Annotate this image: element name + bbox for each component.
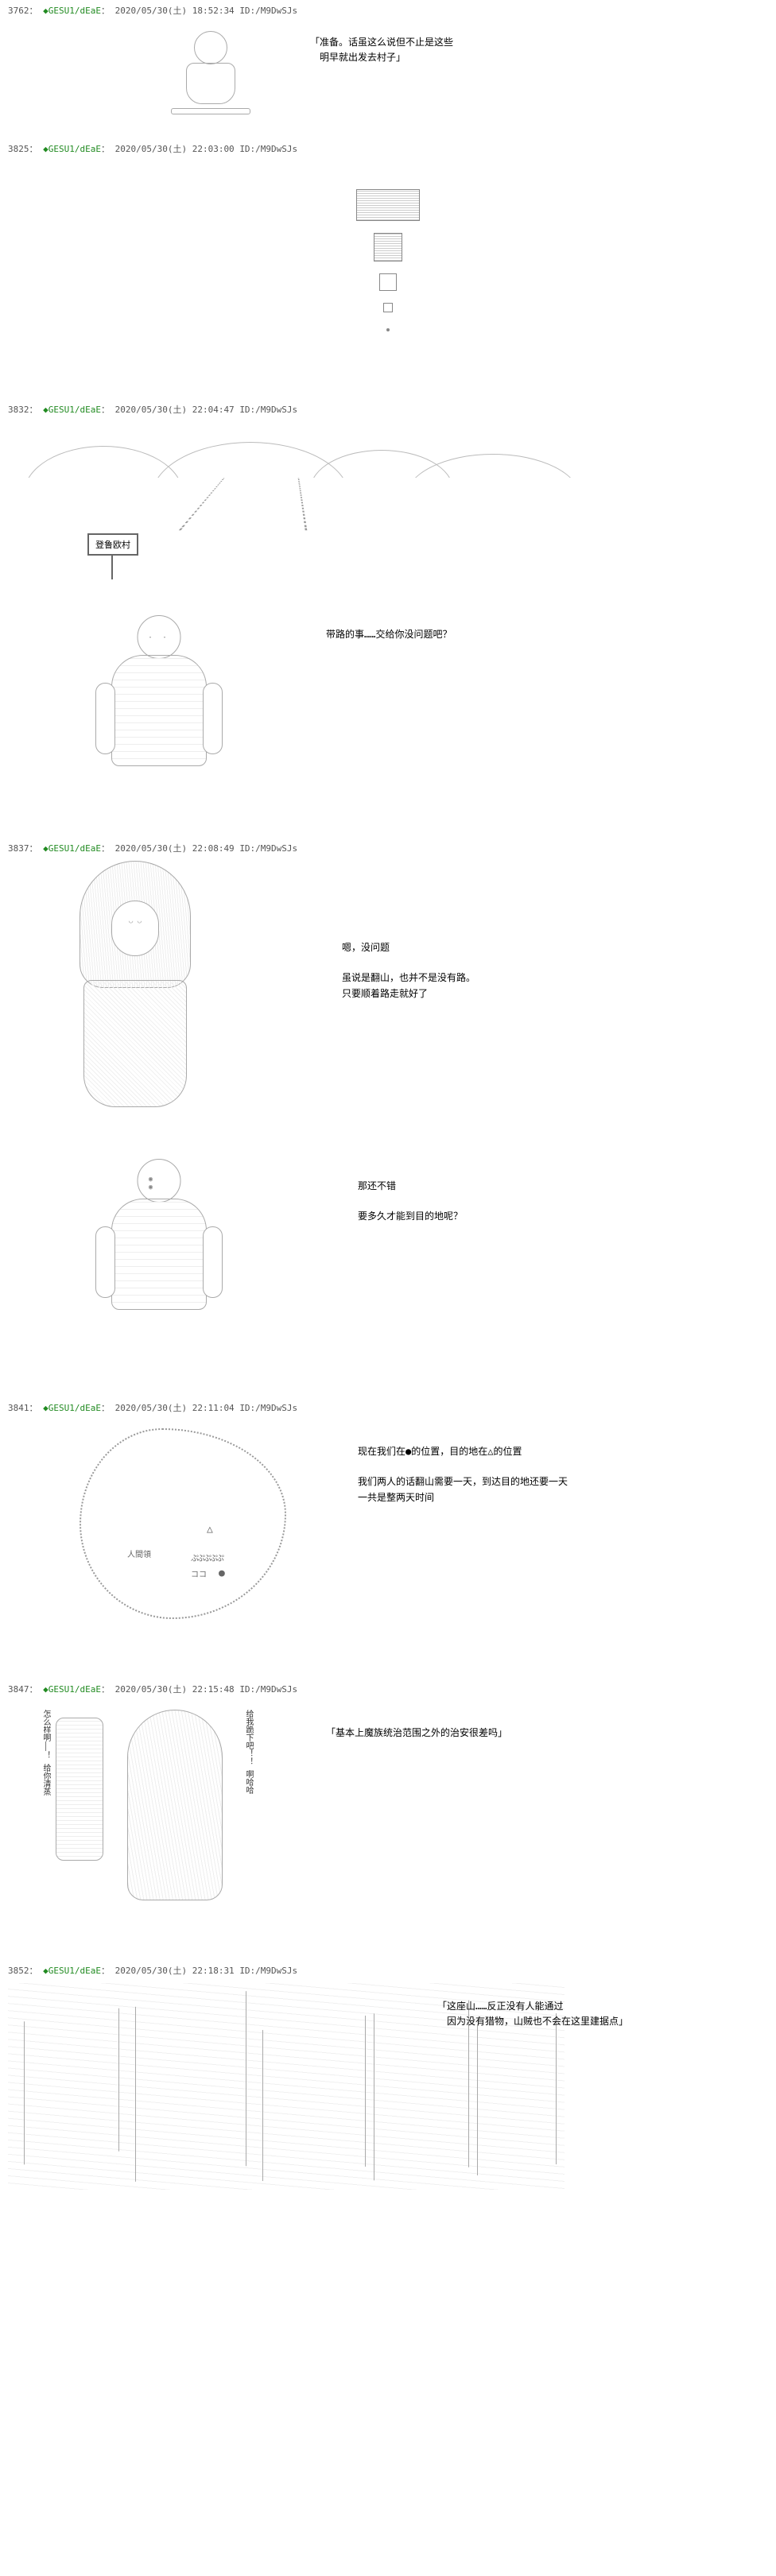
post: 3837： ◆GESU1/dEaE： 2020/05/30(土) 22:08:4… <box>0 838 776 1135</box>
post: 3841： ◆GESU1/dEaE： 2020/05/30(土) 22:11:0… <box>0 1397 776 1663</box>
transition-boxes <box>8 161 768 379</box>
dialogue-line: 因为没有猎物，山贼也不会在这里建据点」 <box>447 2014 628 2029</box>
post-body: 「这座山……反正没有人能通过 因为没有猎物，山贼也不会在这里建据点」 <box>8 1983 768 2206</box>
post-header: 3847： ◆GESU1/dEaE： 2020/05/30(土) 22:15:4… <box>8 1683 768 1695</box>
post: ◉ ◉ 那还不错 要多久才能到目的地呢？ <box>0 1151 776 1381</box>
post-number: 3837 <box>8 843 29 854</box>
dialogue-line: 一共是整两天时间 <box>358 1490 568 1505</box>
bubble-line: 给我跪下吧！！ <box>244 1710 253 1765</box>
dialogue-line: 「这座山……反正没有人能通过 <box>437 1999 628 2014</box>
transition-box <box>374 233 402 261</box>
post-header: 3841： ◆GESU1/dEaE： 2020/05/30(土) 22:11:0… <box>8 1401 768 1414</box>
dialogue-line: 虽说是翻山，也并不是没有路。 <box>342 970 475 986</box>
sign-text: 登鲁欧村 <box>87 533 138 556</box>
post-body: 登鲁欧村 ･ ･ 带路的事……交给你没问题吧？ <box>8 422 768 818</box>
bubble-line: 怎么样啊——！ <box>41 1710 50 1759</box>
post-id: ID:/M9DwSJs <box>239 144 297 154</box>
transition-box <box>356 189 420 221</box>
post-header: 3762： ◆GESU1/dEaE： 2020/05/30(土) 18:52:3… <box>8 4 768 17</box>
post-body: 人間領 △ ぷぷぷぷぷ ココ ● 现在我们在●的位置，目的地在△的位置 我们两人… <box>8 1420 768 1659</box>
dialogue-text: 带路的事……交给你没问题吧？ <box>326 627 452 642</box>
speech-bubble-right: 给我跪下吧！！ 啊哈哈 <box>242 1710 254 1794</box>
post-id: ID:/M9DwSJs <box>239 843 297 854</box>
bubble-line: 给你清蒸 <box>41 1764 50 1795</box>
dialogue-line: 只要顺着路走就好了 <box>342 986 475 1001</box>
dialogue-text: 「这座山……反正没有人能通过 因为没有猎物，山贼也不会在这里建据点」 <box>437 1999 628 2029</box>
transition-dot <box>386 328 390 331</box>
post-date: 2020/05/30(土) 22:15:48 <box>115 1684 235 1695</box>
dialogue-text: 现在我们在●的位置，目的地在△的位置 我们两人的话翻山需要一天，到达目的地还要一… <box>358 1444 568 1505</box>
post-id: ID:/M9DwSJs <box>239 6 297 16</box>
bubble-line: 啊哈哈 <box>244 1770 253 1794</box>
ascii-art-landscape <box>8 422 768 502</box>
ascii-art-map: 人間領 △ ぷぷぷぷぷ ココ ● <box>72 1420 294 1627</box>
post: 3762： ◆GESU1/dEaE： 2020/05/30(土) 18:52:3… <box>0 0 776 122</box>
post-header: 3825： ◆GESU1/dEaE： 2020/05/30(土) 22:03:0… <box>8 142 768 155</box>
post-number: 3762 <box>8 6 29 16</box>
transition-box <box>379 273 397 291</box>
map-label: 人間領 <box>127 1548 151 1559</box>
dialogue-text: 「准备。话虽这么说但不止是这些 明早就出发去村子」 <box>310 35 453 65</box>
ascii-art-character: ◡ ◡ <box>40 861 231 1115</box>
ascii-art-character: ･ ･ <box>87 611 231 802</box>
post-body <box>8 161 768 379</box>
transition-box <box>383 303 393 312</box>
village-sign: 登鲁欧村 <box>87 533 768 579</box>
dialogue-text: 「基本上魔族统治范围之外的治安很差吗」 <box>326 1726 507 1741</box>
tripcode: ◆GESU1/dEaE <box>43 1966 101 1976</box>
post-body: 怎么样啊——！ 给你清蒸 给我跪下吧！！ 啊哈哈 「基本上魔族统治范围之外的治安… <box>8 1702 768 1940</box>
post-id: ID:/M9DwSJs <box>239 405 297 415</box>
post-date: 2020/05/30(土) 22:04:47 <box>115 405 235 415</box>
post-date: 2020/05/30(土) 22:08:49 <box>115 843 235 854</box>
post-number: 3847 <box>8 1684 29 1695</box>
post: 3852： ◆GESU1/dEaE： 2020/05/30(土) 22:18:3… <box>0 1960 776 2210</box>
post-number: 3841 <box>8 1403 29 1413</box>
post-body: ◡ ◡ 嗯，没问题 虽说是翻山，也并不是没有路。 只要顺着路走就好了 <box>8 861 768 1131</box>
dialogue-line: 那还不错 <box>358 1179 463 1194</box>
post-id: ID:/M9DwSJs <box>239 1684 297 1695</box>
tripcode: ◆GESU1/dEaE <box>43 144 101 154</box>
post-header: 3832： ◆GESU1/dEaE： 2020/05/30(土) 22:04:4… <box>8 403 768 416</box>
speech-bubble-left: 怎么样啊——！ 给你清蒸 <box>40 1710 52 1795</box>
post-date: 2020/05/30(土) 22:18:31 <box>115 1966 235 1976</box>
post-number: 3825 <box>8 144 29 154</box>
post: 3847： ◆GESU1/dEaE： 2020/05/30(土) 22:15:4… <box>0 1679 776 1944</box>
post-date: 2020/05/30(土) 22:11:04 <box>115 1403 235 1413</box>
dialogue-line: 明早就出发去村子」 <box>320 50 453 65</box>
ascii-art-characters: 怎么样啊——！ 给你清蒸 给我跪下吧！！ 啊哈哈 <box>40 1702 246 1924</box>
post-header: 3837： ◆GESU1/dEaE： 2020/05/30(土) 22:08:4… <box>8 842 768 854</box>
tripcode: ◆GESU1/dEaE <box>43 843 101 854</box>
ascii-art-figure <box>151 23 768 118</box>
dialogue-line: 我们两人的话翻山需要一天，到达目的地还要一天 <box>358 1474 568 1489</box>
map-marker-triangle: △ <box>207 1524 213 1536</box>
dialogue-line: 「准备。话虽这么说但不止是这些 <box>310 35 453 50</box>
ascii-art-character: ◉ ◉ <box>87 1155 231 1346</box>
post-header: 3852： ◆GESU1/dEaE： 2020/05/30(土) 22:18:3… <box>8 1964 768 1977</box>
post: 3832： ◆GESU1/dEaE： 2020/05/30(土) 22:04:4… <box>0 399 776 822</box>
dialogue-text: 那还不错 要多久才能到目的地呢？ <box>358 1179 463 1225</box>
dialogue-line: 「基本上魔族统治范围之外的治安很差吗」 <box>326 1726 507 1741</box>
dialogue-line: 现在我们在●的位置，目的地在△的位置 <box>358 1444 568 1459</box>
post-date: 2020/05/30(土) 18:52:34 <box>115 6 235 16</box>
tripcode: ◆GESU1/dEaE <box>43 6 101 16</box>
post-date: 2020/05/30(土) 22:03:00 <box>115 144 235 154</box>
map-label-koko: ココ <box>191 1567 207 1579</box>
post-number: 3852 <box>8 1966 29 1976</box>
dialogue-text: 嗯，没问题 虽说是翻山，也并不是没有路。 只要顺着路走就好了 <box>342 940 475 1001</box>
post-id: ID:/M9DwSJs <box>239 1966 297 1976</box>
post-body: ◉ ◉ 那还不错 要多久才能到目的地呢？ <box>8 1155 768 1377</box>
tripcode: ◆GESU1/dEaE <box>43 1684 101 1695</box>
map-marker-jagged: ぷぷぷぷぷ <box>191 1551 223 1563</box>
post: 3825： ◆GESU1/dEaE： 2020/05/30(土) 22:03:0… <box>0 138 776 383</box>
post-id: ID:/M9DwSJs <box>239 1403 297 1413</box>
dialogue-line: 带路的事……交给你没问题吧？ <box>326 627 452 642</box>
post-body: 「准备。话虽这么说但不止是这些 明早就出发去村子」 <box>8 23 768 118</box>
tripcode: ◆GESU1/dEaE <box>43 1403 101 1413</box>
dialogue-line: 嗯，没问题 <box>342 940 475 955</box>
dialogue-line: 要多久才能到目的地呢？ <box>358 1209 463 1224</box>
tripcode: ◆GESU1/dEaE <box>43 405 101 415</box>
post-number: 3832 <box>8 405 29 415</box>
map-marker-circle: ● <box>219 1567 225 1579</box>
